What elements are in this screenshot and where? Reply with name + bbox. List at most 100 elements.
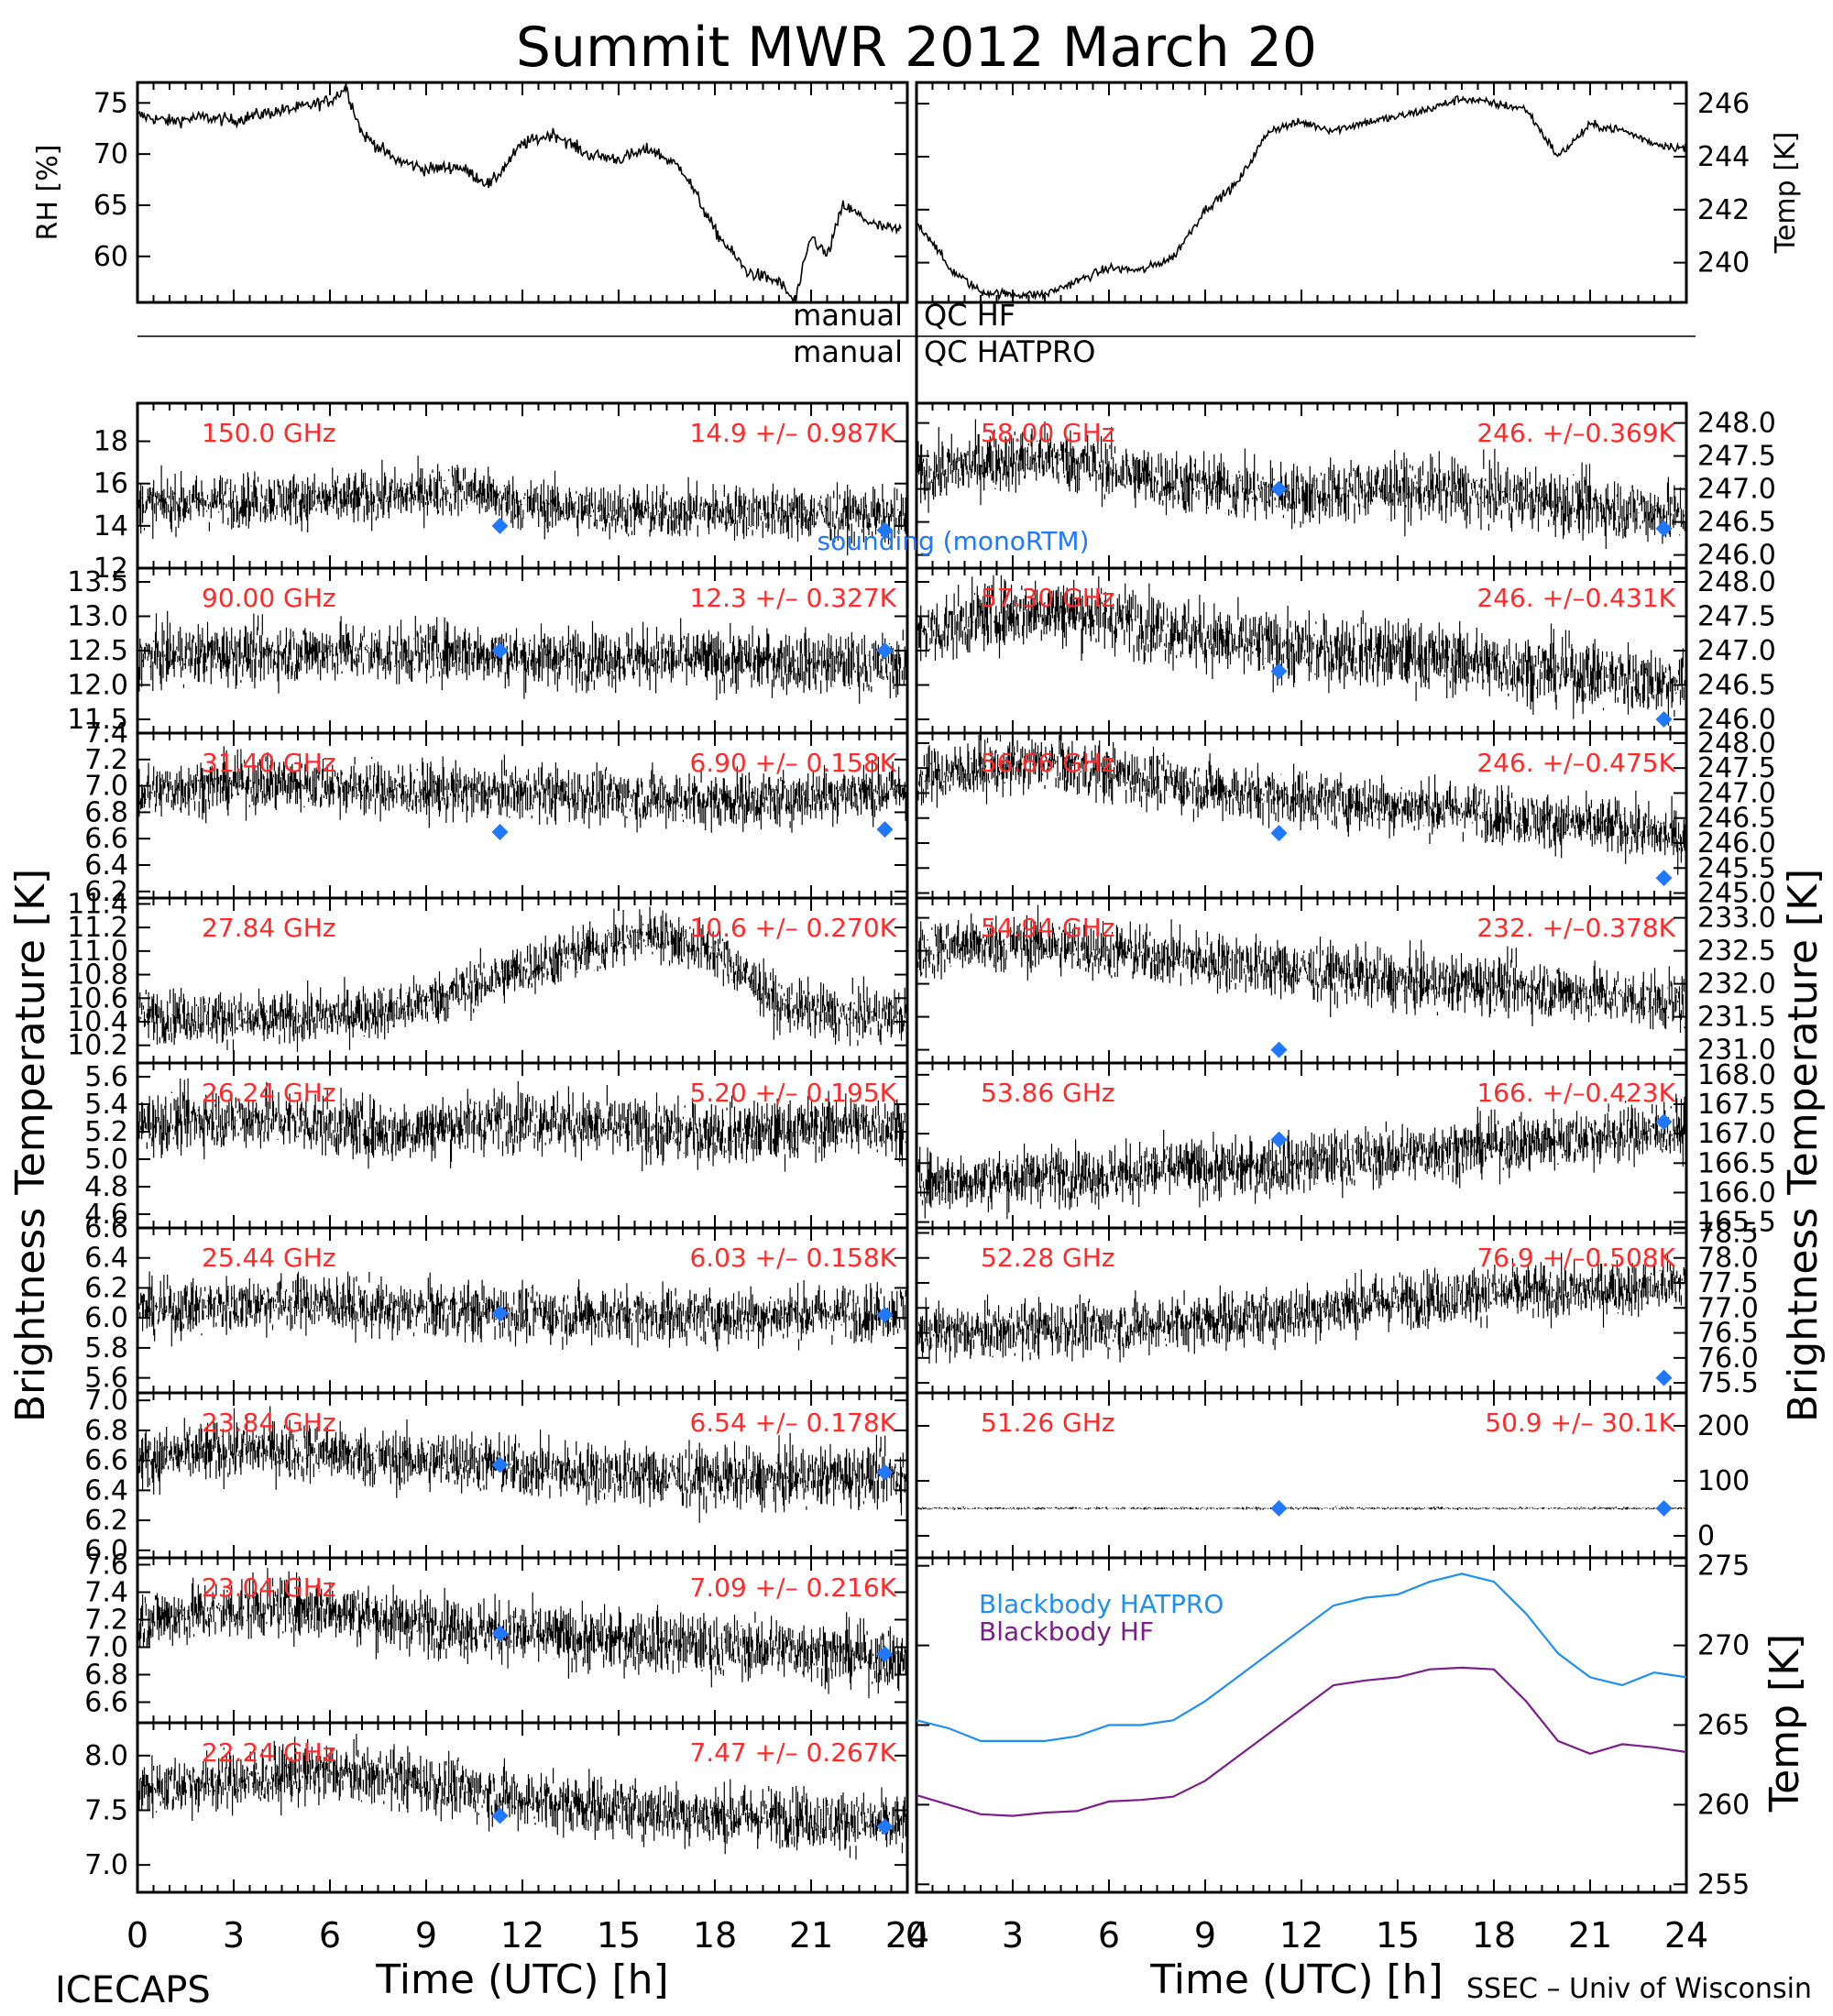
left-channel-panel-4-stats-label: 5.20 +/– 0.195K — [689, 1078, 896, 1108]
right-channel-panel-2-frequency-label: 56.66 GHz — [981, 748, 1115, 778]
y-tick-label: 5.0 — [84, 1144, 128, 1176]
right-channel-panel-1-frequency-label: 57.30 GHz — [981, 583, 1115, 613]
left-channel-panel-1-stats-label: 12.3 +/– 0.327K — [689, 583, 896, 613]
x-tick-label-right: 21 — [1568, 1915, 1612, 1956]
left-channel-panel-8-sounding-point-0 — [491, 1807, 509, 1824]
temp-series-line — [916, 94, 1687, 301]
left-channel-panel-7-data-series — [137, 1567, 908, 1699]
right-channel-panel-5-y-ticks — [916, 1232, 1686, 1385]
left-channel-panel-6-sounding-point-1 — [876, 1463, 894, 1481]
left-channel-panel-1: 90.00 GHz 12.3 +/– 0.327K — [136, 566, 909, 735]
left-channel-panel-5-stats-label: 6.03 +/– 0.158K — [689, 1243, 896, 1273]
left-channel-panel-2-data-series — [137, 746, 908, 833]
y-tick-label: 65 — [93, 190, 128, 222]
right-channel-panel-5: 52.28 GHz 76.9 +/–0.508K — [915, 1226, 1688, 1395]
right-channel-panel-0-frequency-label: 58.00 GHz — [981, 418, 1115, 448]
left-channel-panel-5-sounding-point-0 — [491, 1305, 509, 1322]
x-tick-label-right: 12 — [1279, 1915, 1323, 1956]
left-channel-panel-4: 26.24 GHz 5.20 +/– 0.195K — [136, 1061, 909, 1230]
x-tick-label-right: 9 — [1194, 1915, 1216, 1956]
right-channel-panel-2-sounding-point-1 — [1655, 870, 1673, 887]
left-channel-panel-6-sounding-point-0 — [491, 1456, 509, 1474]
y-tick-label: 4.6 — [84, 1199, 128, 1231]
y-tick-label: 13.0 — [67, 601, 128, 633]
y-tick-label: 7.4 — [84, 1577, 128, 1609]
x-tick-label-left: 9 — [415, 1915, 437, 1956]
y-tick-label: 6.6 — [84, 823, 128, 855]
left-channel-panel-3-data-series — [137, 906, 908, 1053]
right-channel-panel-1-sounding-point-0 — [1270, 663, 1288, 680]
right-channel-panel-1-data-series — [916, 575, 1687, 726]
y-tick-label: 248.0 — [1697, 566, 1776, 598]
y-tick-label: 244 — [1697, 141, 1750, 173]
y-tick-label: 5.6 — [84, 1363, 128, 1395]
x-axis-label-right: Time (UTC) [h] — [1149, 1956, 1443, 2003]
y-tick-label: 248.0 — [1697, 728, 1776, 760]
y-tick-label: 255 — [1697, 1868, 1750, 1901]
left-channel-panel-5-frequency-label: 25.44 GHz — [202, 1243, 336, 1273]
right-channel-panel-0-stats-label: 246. +/–0.369K — [1476, 418, 1675, 448]
y-tick-label: 11.4 — [67, 888, 128, 920]
blackbody-series-line-0 — [916, 1572, 1687, 1742]
left-channel-panel-7: 23.04 GHz 7.09 +/– 0.216K — [136, 1556, 909, 1725]
blackbody-series-line-1 — [916, 1666, 1687, 1817]
left-channel-panel-5-y-ticks — [137, 1227, 907, 1379]
left-channel-panel-4-x-ticks — [137, 1063, 908, 1228]
y-tick-label: 13.5 — [67, 566, 128, 598]
left-channel-panel-8-y-ticks — [137, 1754, 907, 1867]
y-tick-label: 6.4 — [84, 1243, 128, 1275]
left-channel-panel-2-frequency-label: 31.40 GHz — [202, 748, 336, 778]
x-tick-label-right: 24 — [1664, 1915, 1708, 1956]
y-tick-label: 12.5 — [67, 635, 128, 667]
right-channel-panel-6-stats-label: 50.9 +/– 30.1K — [1485, 1408, 1675, 1438]
y-tick-label: 0 — [1697, 1520, 1715, 1552]
chart-title: Summit MWR 2012 March 20 — [516, 16, 1317, 80]
left-channel-panel-0-frequency-label: 150.0 GHz — [202, 418, 336, 448]
y-tick-label: 240 — [1697, 247, 1750, 279]
right-channel-panel-5-stats-label: 76.9 +/–0.508K — [1476, 1243, 1675, 1273]
y-tick-label: 6.4 — [84, 849, 128, 882]
y-tick-label: 247.5 — [1697, 601, 1776, 633]
y-tick-label: 77.5 — [1697, 1267, 1759, 1299]
left-channel-panel-8-sounding-point-1 — [876, 1818, 894, 1835]
right-channel-panel-4-sounding-point-0 — [1270, 1131, 1288, 1148]
left-channel-panel-2-sounding-point-0 — [491, 824, 509, 840]
y-tick-label: 246.0 — [1697, 540, 1776, 572]
left-channel-panel-3-frequency-label: 27.84 GHz — [202, 913, 336, 943]
left-channel-panel-1-sounding-point-0 — [491, 642, 509, 659]
footer-left: ICECAPS — [55, 1969, 211, 2011]
left-channel-panel-0: 150.0 GHz 14.9 +/– 0.987K — [136, 401, 909, 570]
left-channel-panel-3-x-ticks — [137, 898, 908, 1063]
left-channel-panel-1-y-ticks — [137, 581, 907, 720]
right-channel-panel-2-stats-label: 246. +/–0.475K — [1476, 748, 1675, 778]
y-tick-label: 260 — [1697, 1789, 1750, 1821]
y-tick-label: 165.5 — [1697, 1207, 1776, 1239]
right-channel-panel-3-y-ticks — [916, 916, 1686, 1051]
x-tick-label-right: 0 — [906, 1915, 927, 1956]
x-tick-label-left: 21 — [789, 1915, 833, 1956]
right-channel-panel-3-sounding-point-0 — [1270, 1041, 1288, 1058]
y-tick-label: 11.0 — [67, 936, 128, 968]
rh-y-ticks — [137, 102, 907, 257]
left-channel-panel-2-y-ticks — [137, 732, 907, 893]
right-channel-panel-5-sounding-point-0 — [1655, 1369, 1673, 1386]
left-channel-panel-0-data-series — [137, 455, 908, 555]
right-channel-panel-3-stats-label: 232. +/–0.378K — [1476, 913, 1675, 943]
left-channel-panel-6: 23.84 GHz 6.54 +/– 0.178K — [136, 1391, 909, 1560]
right-channel-panel-0-y-ticks — [916, 422, 1686, 556]
left-channel-panel-5-x-ticks — [137, 1228, 908, 1393]
x-tick-label-left: 15 — [597, 1915, 641, 1956]
left-channel-panel-3-stats-label: 10.6 +/– 0.270K — [689, 913, 896, 943]
y-tick-label: 246 — [1697, 88, 1750, 120]
left-channel-panel-8-stats-label: 7.47 +/– 0.267K — [689, 1737, 896, 1768]
y-tick-label: 246.0 — [1697, 827, 1776, 860]
y-tick-label: 167.0 — [1697, 1118, 1776, 1150]
right-channel-panel-6-x-ticks — [916, 1393, 1687, 1558]
y-tick-label: 246.5 — [1697, 507, 1776, 539]
left-channel-panel-7-frequency-label: 23.04 GHz — [202, 1572, 336, 1603]
x-tick-label-left: 24 — [885, 1915, 929, 1956]
y-tick-label: 60 — [93, 241, 128, 273]
y-tick-label: 6.6 — [84, 1445, 128, 1477]
y-tick-label: 247.5 — [1697, 752, 1776, 784]
